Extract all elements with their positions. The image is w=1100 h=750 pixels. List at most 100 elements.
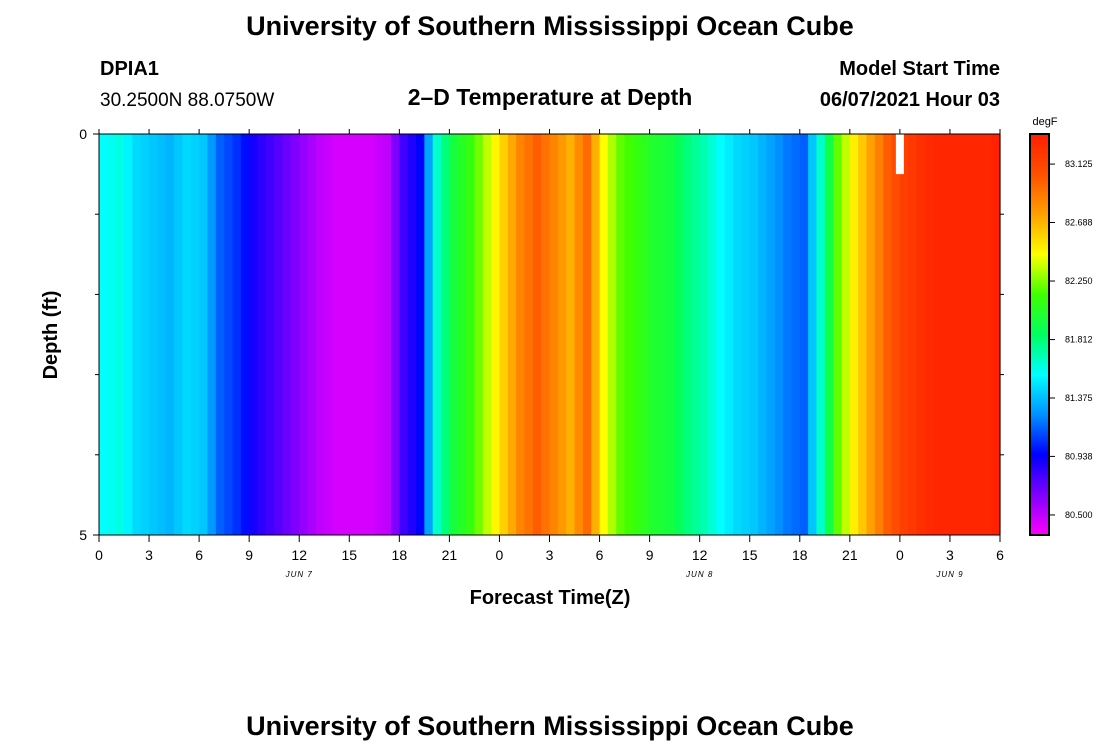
heatmap-cell bbox=[416, 134, 425, 535]
heatmap-cell bbox=[891, 134, 901, 535]
x-tick-label: 12 bbox=[692, 547, 708, 563]
heatmap-cell bbox=[174, 134, 184, 535]
heatmap-cell bbox=[632, 134, 642, 535]
y-tick-label: 0 bbox=[79, 126, 87, 142]
heatmap-cell bbox=[916, 134, 926, 535]
heatmap-cell bbox=[207, 134, 217, 535]
x-tick-label: 6 bbox=[195, 547, 203, 563]
heatmap-cell bbox=[991, 134, 1001, 535]
heatmap-cell bbox=[933, 134, 943, 535]
heatmap-cell bbox=[766, 134, 776, 535]
heatmap-cell bbox=[474, 134, 484, 535]
colorbar-ticks: 80.500 80.938 81.375 81.812 82.250 82.688 83.1… bbox=[1049, 159, 1093, 520]
x-tick-label: 0 bbox=[896, 547, 904, 563]
y-axis-label: Depth (ft) bbox=[40, 291, 62, 380]
heatmap bbox=[99, 134, 1001, 535]
heatmap-cell bbox=[983, 134, 993, 535]
heatmap-cell bbox=[399, 134, 409, 535]
heatmap-cell bbox=[549, 134, 559, 535]
heatmap-cell bbox=[724, 134, 734, 535]
colorbar-tick-label: 83.125 bbox=[1065, 159, 1093, 169]
heatmap-cell bbox=[507, 134, 517, 535]
x-tick-label: 21 bbox=[442, 547, 458, 563]
footer-title: University of Southern Mississippi Ocean… bbox=[246, 711, 854, 741]
colorbar-tick-label: 82.688 bbox=[1065, 217, 1093, 227]
heatmap-cell bbox=[824, 134, 834, 535]
x-tick-label: 9 bbox=[646, 547, 654, 563]
heatmap-cell bbox=[257, 134, 267, 535]
heatmap-cell bbox=[574, 134, 584, 535]
heatmap-cell bbox=[182, 134, 192, 535]
heatmap-cell bbox=[774, 134, 784, 535]
heatmap-cell bbox=[708, 134, 717, 535]
heatmap-cell bbox=[849, 134, 859, 535]
heatmap-cell bbox=[516, 134, 526, 535]
heatmap-cell bbox=[833, 134, 843, 535]
heatmap-cell bbox=[157, 134, 167, 535]
heatmap-cell bbox=[324, 134, 334, 535]
heatmap-cell bbox=[332, 134, 342, 535]
x-tick-label: 6 bbox=[596, 547, 604, 563]
heatmap-cell bbox=[741, 134, 751, 535]
heatmap-cell bbox=[924, 134, 934, 535]
heatmap-cell bbox=[441, 134, 450, 535]
heatmap-cell bbox=[491, 134, 501, 535]
colorbar-tick-label: 80.938 bbox=[1065, 451, 1093, 461]
heatmap-cell bbox=[908, 134, 918, 535]
heatmap-cell bbox=[240, 134, 250, 535]
heatmap-cell bbox=[307, 134, 317, 535]
heatmap-cell bbox=[124, 134, 133, 535]
x-tick-label: 15 bbox=[742, 547, 758, 563]
heatmap-cell bbox=[290, 134, 300, 535]
heatmap-cell bbox=[783, 134, 793, 535]
heatmap-cell bbox=[274, 134, 284, 535]
x-tick-label: 21 bbox=[842, 547, 858, 563]
x-tick-label: 0 bbox=[95, 547, 103, 563]
heatmap-cell bbox=[733, 134, 742, 535]
heatmap-cell bbox=[657, 134, 667, 535]
heatmap-cell bbox=[624, 134, 634, 535]
heatmap-cell bbox=[99, 134, 108, 535]
heatmap-cell bbox=[799, 134, 809, 535]
heatmap-cell bbox=[866, 134, 876, 535]
heatmap-cell bbox=[115, 134, 125, 535]
heatmap-cell bbox=[215, 134, 225, 535]
colorbar-tick-label: 80.500 bbox=[1065, 510, 1093, 520]
forecast-start-marker bbox=[895, 134, 904, 175]
heatmap-cell bbox=[499, 134, 509, 535]
heatmap-cell bbox=[874, 134, 884, 535]
x-tick-label: 0 bbox=[496, 547, 504, 563]
heatmap-cell bbox=[249, 134, 259, 535]
heatmap-cell bbox=[299, 134, 309, 535]
x-tick-label: 18 bbox=[392, 547, 408, 563]
x-tick-label: 6 bbox=[996, 547, 1004, 563]
heatmap-cell bbox=[816, 134, 826, 535]
heatmap-cell bbox=[374, 134, 384, 535]
heatmap-cell bbox=[899, 134, 909, 535]
station-coords: 30.2500N 88.0750W bbox=[100, 90, 274, 111]
heatmap-cell bbox=[482, 134, 492, 535]
colorbar-gradient bbox=[1029, 133, 1050, 536]
heatmap-cell bbox=[691, 134, 701, 535]
x-axis: 0 3 6 9 12 15 18 21 0 3 6 9 12 15 18 21 0 3 6 JUN 7 JUN 8 JUN… bbox=[95, 129, 1004, 579]
heatmap-cell bbox=[190, 134, 200, 535]
heatmap-cell bbox=[315, 134, 325, 535]
heatmap-cell bbox=[883, 134, 893, 535]
heatmap-cell bbox=[541, 134, 551, 535]
colorbar-tick-label: 82.250 bbox=[1065, 276, 1093, 286]
heatmap-cell bbox=[382, 134, 392, 535]
chart-subtitle: 2–D Temperature at Depth bbox=[408, 84, 693, 110]
heatmap-cell bbox=[974, 134, 984, 535]
heatmap-cell bbox=[682, 134, 692, 535]
x-tick-label: 3 bbox=[946, 547, 954, 563]
heatmap-cell bbox=[165, 134, 175, 535]
colorbar-unit: degF bbox=[1032, 116, 1057, 128]
x-tick-label: 12 bbox=[291, 547, 307, 563]
heatmap-cell bbox=[966, 134, 976, 535]
heatmap-cell bbox=[390, 134, 400, 535]
heatmap-cell bbox=[349, 134, 359, 535]
heatmap-cell bbox=[340, 134, 350, 535]
heatmap-cell bbox=[616, 134, 626, 535]
colorbar-tick-label: 81.375 bbox=[1065, 393, 1093, 403]
